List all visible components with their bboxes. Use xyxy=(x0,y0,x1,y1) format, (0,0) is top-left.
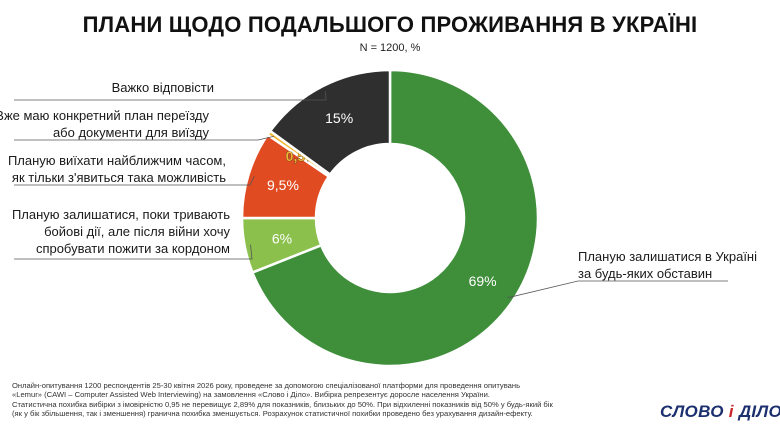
donut-chart: 69% Планую залишатися в Україні за будь-як… xyxy=(0,68,757,368)
leader-line xyxy=(14,176,255,186)
methodology-line: Онлайн-опитування 1200 респондентів 25-3… xyxy=(12,381,521,390)
slice-category-label: як тільки з'явиться така можливість xyxy=(12,170,226,185)
slice-value-label: 15% xyxy=(325,110,353,126)
slice-category-label: Планую залишатися в Україні xyxy=(578,249,757,264)
chart-title: ПЛАНИ ЩОДО ПОДАЛЬШОГО ПРОЖИВАННЯ В УКРАЇ… xyxy=(82,12,698,37)
slice-category-label: спробувати пожити за кордоном xyxy=(36,241,230,256)
slice-value-label: 9,5% xyxy=(267,177,299,193)
leader-line xyxy=(507,280,728,299)
leader-line xyxy=(14,91,327,101)
slice-category-label: за будь-яких обставин xyxy=(578,266,712,281)
slovo-i-dilo-logo: СЛОВО і ДІЛО xyxy=(660,402,780,422)
slice-category-label: Планую виїхати найближчим часом, xyxy=(8,153,226,168)
methodology-line: Статистична похибка вибірки з імовірніст… xyxy=(12,399,553,409)
leader-line xyxy=(14,135,274,141)
chart-subtitle: N = 1200, % xyxy=(359,42,421,54)
methodology-note: Онлайн-опитування 1200 респондентів 25-3… xyxy=(12,381,572,419)
leader-line xyxy=(14,244,253,260)
logo-word-right: ДІЛО xyxy=(738,402,780,421)
slice-category-label: або документи для виїзду xyxy=(53,125,210,140)
slice-category-label: Важко відповісти xyxy=(112,80,214,95)
logo-amp: і xyxy=(728,402,734,421)
slice-value-label: 69% xyxy=(469,273,497,289)
donut-slice xyxy=(250,68,540,368)
slice-category-label: Вже маю конкретний план переїзду xyxy=(0,108,209,123)
slice-category-label: бойові дії, але після війни хочу xyxy=(44,224,230,239)
donut-slice xyxy=(268,68,392,177)
logo-word-left: СЛОВО xyxy=(660,402,724,421)
methodology-line: «Lemur» (CAWI – Computer Assisted Web In… xyxy=(12,390,490,400)
slice-category-label: Планую залишатися, поки тривають xyxy=(12,207,230,222)
methodology-line: (як у бік збільшення, так і зменшення) г… xyxy=(12,409,533,419)
slice-value-label: 6% xyxy=(272,231,292,247)
